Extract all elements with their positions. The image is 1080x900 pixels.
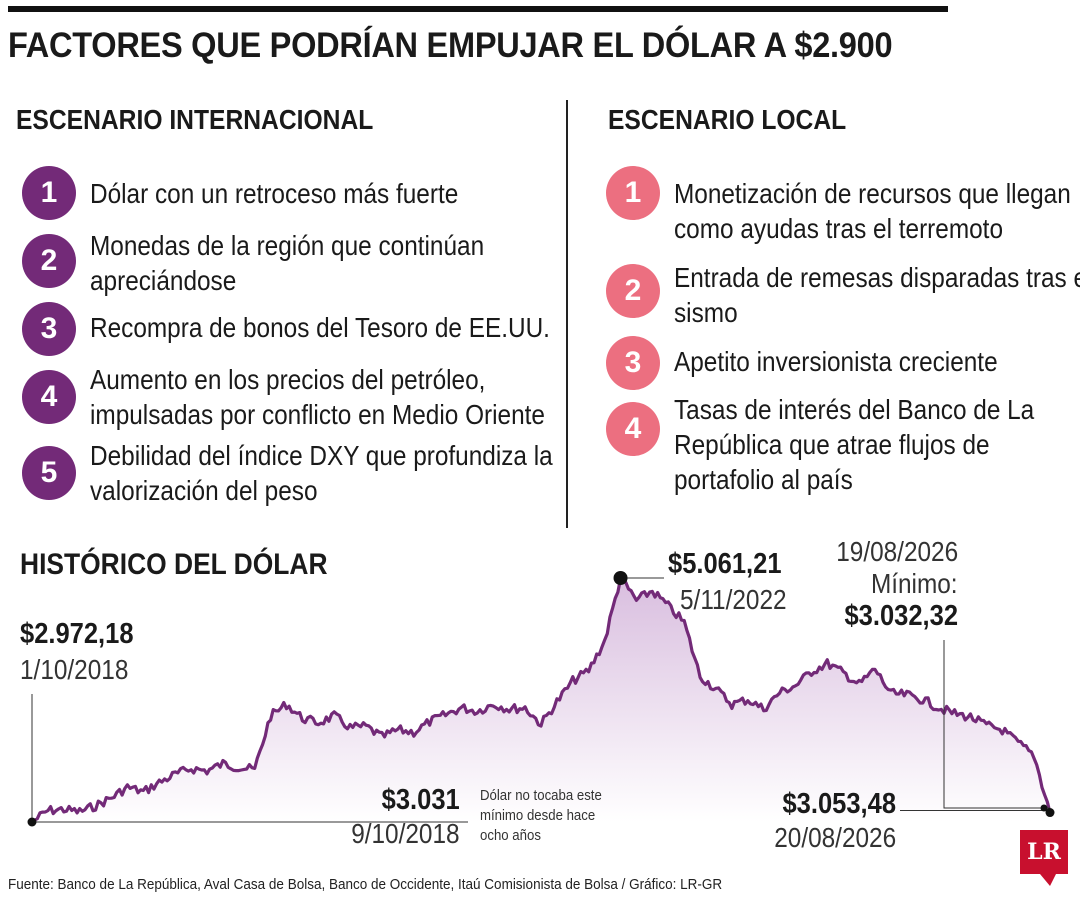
international-heading: ESCENARIO INTERNACIONAL [16, 104, 374, 135]
page-title: FACTORES QUE PODRÍAN EMPUJAR EL DÓLAR A … [8, 26, 893, 65]
chart-note: Dólar no tocaba este mínimo desde hace o… [480, 787, 602, 844]
item-text: Tasas de interés del Banco de La Repúblic… [674, 394, 1035, 495]
number-badge: 3 [22, 302, 76, 356]
number-badge: 1 [22, 166, 76, 220]
lr-logo-tail [1040, 874, 1056, 886]
number-badge: 2 [22, 234, 76, 288]
column-divider [566, 100, 568, 528]
start-date-label: 1/10/2018 [20, 654, 129, 685]
item-text: Monedas de la región que continúan apreci… [90, 230, 485, 296]
local-heading: ESCENARIO LOCAL [608, 104, 847, 135]
chart-title: HISTÓRICO DEL DÓLAR [20, 548, 328, 581]
item-text: Debilidad del índice DXY que profundiza … [90, 440, 553, 506]
list-item: 1 Monetización de recursos que llegan com… [606, 166, 1080, 246]
number-badge: 2 [606, 264, 660, 318]
list-item: 5 Debilidad del índice DXY que profundiz… [22, 440, 622, 508]
number-badge: 4 [606, 402, 660, 456]
min-value-label: $3.032,32 [844, 600, 958, 632]
series-line [31, 576, 1052, 824]
peak-point-marker [613, 571, 628, 585]
min-leader-line [943, 640, 1050, 809]
series-area [32, 578, 1050, 822]
lr-logo: LR [1020, 830, 1068, 874]
low-2018-value-label: $3.031 [381, 784, 460, 816]
item-text: Entrada de remesas disparadas tras el sis… [674, 262, 1080, 328]
min-date-label: 19/08/2026 [836, 536, 958, 567]
min-caption-label: Mínimo: [871, 568, 958, 599]
top-rule [8, 6, 948, 12]
list-item: 1 Dólar con un retroceso más fuerte [22, 166, 513, 220]
start-value-label: $2.972,18 [20, 618, 134, 650]
end-value-label: $3.053,48 [782, 788, 896, 820]
start-point-marker [27, 817, 37, 827]
list-item: 3 Recompra de bonos del Tesoro de EE.UU. [22, 302, 619, 356]
list-item: 4 Tasas de interés del Banco de La Repúbl… [606, 394, 1080, 497]
list-item: 2 Entrada de remesas disparadas tras el s… [606, 262, 1080, 330]
number-badge: 3 [606, 336, 660, 390]
number-badge: 5 [22, 446, 76, 500]
end-point-marker [1045, 808, 1055, 818]
item-text: Recompra de bonos del Tesoro de EE.UU. [90, 312, 550, 343]
item-text: Dólar con un retroceso más fuerte [90, 178, 459, 209]
low-2018-date-label: 9/10/2018 [351, 818, 460, 849]
min-point-marker [1040, 804, 1048, 812]
list-item: 3 Apetito inversionista creciente [606, 336, 1046, 390]
source-note: Fuente: Banco de La República, Aval Casa… [8, 876, 723, 893]
item-text: Apetito inversionista creciente [674, 346, 998, 377]
list-item: 4 Aumento en los precios del petróleo, im… [22, 364, 613, 432]
peak-date-label: 5/11/2022 [680, 584, 787, 615]
item-text: Monetización de recursos que llegan como … [674, 178, 1071, 244]
item-text: Aumento en los precios del petróleo, impu… [90, 364, 545, 430]
peak-value-label: $5.061,21 [668, 548, 782, 580]
number-badge: 4 [22, 370, 76, 424]
number-badge: 1 [606, 166, 660, 220]
end-date-label: 20/08/2026 [774, 822, 896, 853]
list-item: 2 Monedas de la región que continúan apre… [22, 230, 543, 298]
